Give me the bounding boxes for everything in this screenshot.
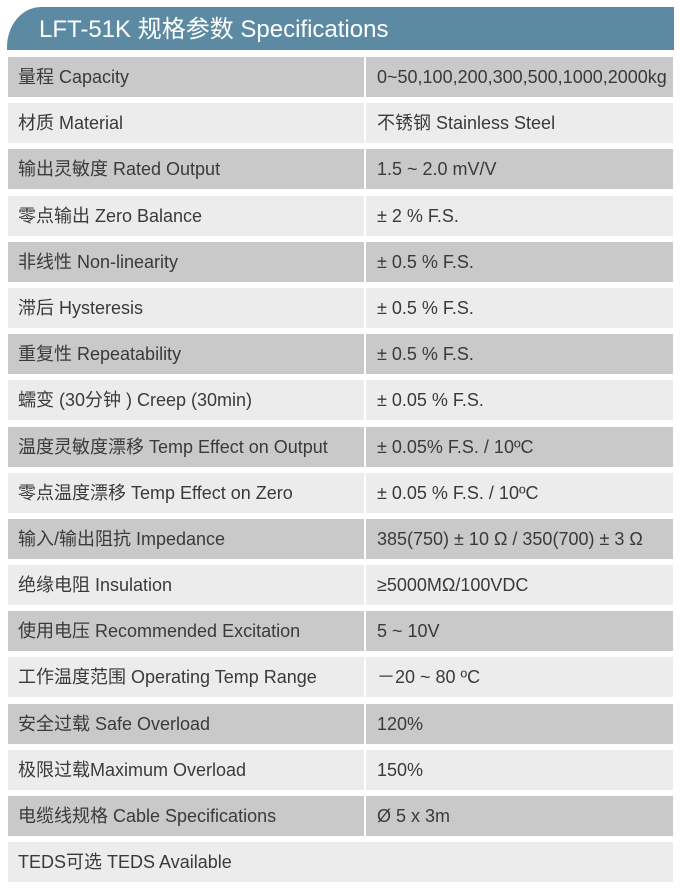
spec-value: ± 0.5 % F.S. [366, 287, 673, 328]
spec-value: 120% [366, 703, 673, 744]
spec-title: LFT-51K 规格参数 Specifications [7, 7, 674, 50]
spec-label: 工作温度范围 Operating Temp Range [8, 657, 364, 698]
spec-value: ± 0.05 % F.S. [366, 380, 673, 421]
spec-label: TEDS可选 TEDS Available [8, 842, 673, 883]
spec-value: ± 0.05 % F.S. / 10ºC [366, 472, 673, 513]
spec-row: 绝缘电阻 Insulation ≥5000MΩ/100VDC [8, 565, 673, 606]
spec-row: 极限过载Maximum Overload 150% [8, 749, 673, 790]
spec-label: 零点温度漂移 Temp Effect on Zero [8, 472, 364, 513]
spec-row: 非线性 Non-linearity ± 0.5 % F.S. [8, 241, 673, 282]
spec-label: 滞后 Hysteresis [8, 287, 364, 328]
spec-value: －20 ~ 80 ºC [366, 657, 673, 698]
spec-value: ± 2 % F.S. [366, 195, 673, 236]
spec-table: 量程 Capacity 0~50,100,200,300,500,1000,200… [8, 57, 673, 888]
spec-label: 蠕变 (30分钟 ) Creep (30min) [8, 380, 364, 421]
spec-row: 使用电压 Recommended Excitation 5 ~ 10V [8, 611, 673, 652]
spec-row: 滞后 Hysteresis ± 0.5 % F.S. [8, 287, 673, 328]
spec-row: 电缆线规格 Cable Specifications Ø 5 x 3m [8, 796, 673, 836]
spec-label: 绝缘电阻 Insulation [8, 565, 364, 606]
spec-row: 输出灵敏度 Rated Output 1.5 ~ 2.0 mV/V [8, 149, 673, 190]
spec-row: 安全过载 Safe Overload 120% [8, 703, 673, 744]
spec-row: TEDS可选 TEDS Available [8, 842, 673, 883]
spec-label: 极限过载Maximum Overload [8, 749, 364, 790]
spec-row: 蠕变 (30分钟 ) Creep (30min) ± 0.05 % F.S. [8, 380, 673, 421]
spec-value: 5 ~ 10V [366, 611, 673, 652]
spec-row: 输入/输出阻抗 Impedance 385(750) ± 10 Ω / 350(7… [8, 518, 673, 559]
spec-value: 不锈钢 Stainless Steel [366, 103, 673, 144]
spec-value: 1.5 ~ 2.0 mV/V [366, 149, 673, 190]
spec-value: 150% [366, 749, 673, 790]
spec-label: 温度灵敏度漂移 Temp Effect on Output [8, 426, 364, 467]
spec-value: ± 0.05% F.S. / 10ºC [366, 426, 673, 467]
spec-label: 重复性 Repeatability [8, 334, 364, 375]
spec-label: 量程 Capacity [8, 57, 364, 97]
spec-label: 材质 Material [8, 103, 364, 144]
spec-row: 材质 Material 不锈钢 Stainless Steel [8, 103, 673, 144]
spec-row: 工作温度范围 Operating Temp Range －20 ~ 80 ºC [8, 657, 673, 698]
spec-row: 温度灵敏度漂移 Temp Effect on Output ± 0.05% F.S… [8, 426, 673, 467]
spec-label: 输出灵敏度 Rated Output [8, 149, 364, 190]
spec-value: ≥5000MΩ/100VDC [366, 565, 673, 606]
spec-row: 零点输出 Zero Balance ± 2 % F.S. [8, 195, 673, 236]
spec-row: 重复性 Repeatability ± 0.5 % F.S. [8, 334, 673, 375]
spec-label: 非线性 Non-linearity [8, 241, 364, 282]
spec-label: 使用电压 Recommended Excitation [8, 611, 364, 652]
spec-row: 零点温度漂移 Temp Effect on Zero ± 0.05 % F.S. … [8, 472, 673, 513]
spec-row: 量程 Capacity 0~50,100,200,300,500,1000,200… [8, 57, 673, 97]
spec-label: 安全过载 Safe Overload [8, 703, 364, 744]
spec-value: ± 0.5 % F.S. [366, 334, 673, 375]
spec-value: 385(750) ± 10 Ω / 350(700) ± 3 Ω [366, 518, 673, 559]
spec-label: 零点输出 Zero Balance [8, 195, 364, 236]
spec-label: 输入/输出阻抗 Impedance [8, 518, 364, 559]
spec-value: 0~50,100,200,300,500,1000,2000kg [366, 57, 673, 97]
spec-value: Ø 5 x 3m [366, 796, 673, 836]
spec-label: 电缆线规格 Cable Specifications [8, 796, 364, 836]
spec-value: ± 0.5 % F.S. [366, 241, 673, 282]
